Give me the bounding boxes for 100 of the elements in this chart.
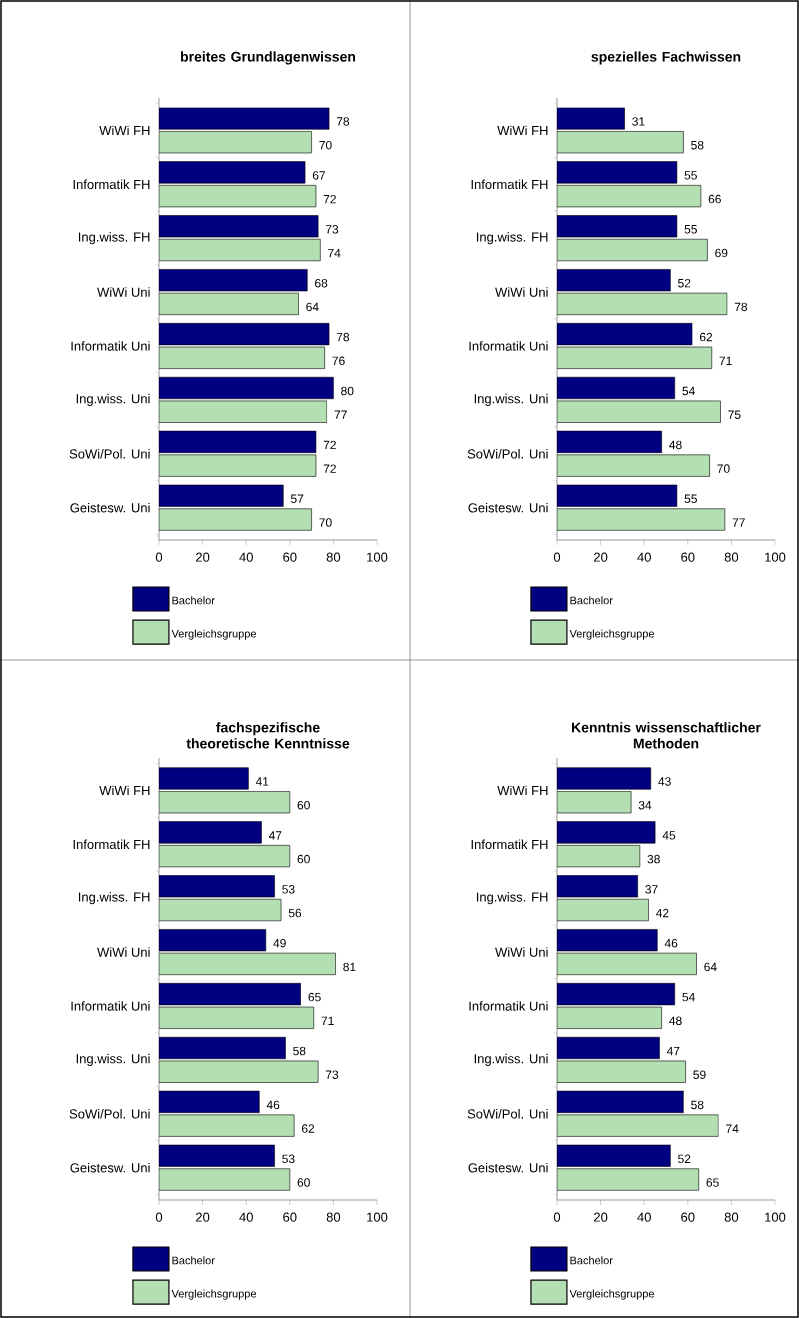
data-label: 73: [325, 225, 339, 234]
legend-label: Vergleichsgruppe: [171, 629, 257, 640]
data-label: 76: [332, 356, 345, 366]
data-label: 57: [290, 494, 304, 503]
data-label: 38: [647, 854, 660, 864]
data-label: 52: [678, 278, 691, 288]
y-tick-label: Geistesw. Uni: [70, 502, 150, 513]
x-tick-label: 60: [283, 1212, 297, 1222]
chart-title: fachspezifische theoretische Kenntnisse: [186, 722, 350, 749]
x-tick-label: 80: [326, 552, 341, 562]
y-tick-label: WiWi Uni: [97, 287, 150, 297]
data-label: 78: [734, 302, 748, 312]
bar: [159, 791, 291, 814]
x-tick-label: 100: [765, 1212, 786, 1222]
data-label: 64: [704, 962, 717, 972]
bar: [557, 767, 652, 790]
data-label: 72: [323, 194, 336, 204]
data-label: 46: [664, 938, 678, 948]
y-tick-label: Ing.wiss. FH: [476, 232, 548, 245]
data-label: 65: [706, 1178, 719, 1187]
x-tick-label: 100: [765, 552, 786, 562]
y-tick-label: Informatik Uni: [71, 341, 150, 351]
x-tick-label: 0: [155, 552, 163, 562]
x-tick-label: 0: [553, 552, 561, 562]
data-label: 68: [315, 278, 328, 288]
chart-title: breites Grundlagenwissen: [181, 51, 356, 65]
data-label: 56: [288, 908, 302, 918]
y-tick-label: WiWi FH: [497, 785, 548, 796]
data-label: 60: [297, 1178, 310, 1187]
y-tick-label: Ing.wiss. FH: [78, 232, 150, 245]
x-tick-label: 40: [239, 552, 253, 562]
data-label: 67: [312, 171, 325, 180]
x-tick-label: 20: [196, 1212, 210, 1222]
data-label: 71: [321, 1016, 334, 1025]
x-tick-label: 60: [283, 552, 297, 562]
y-tick-label: SoWi/Pol. Uni: [467, 448, 548, 459]
bar: [557, 1006, 662, 1029]
y-tick-label: SoWi/Pol. Uni: [467, 1108, 548, 1119]
y-tick-label: Informatik FH: [471, 839, 548, 850]
data-label: 31: [632, 117, 645, 126]
data-label: 66: [708, 194, 721, 204]
y-tick-label: SoWi/Pol. Uni: [69, 1108, 150, 1119]
x-tick-label: 60: [681, 552, 695, 562]
data-label: 43: [658, 777, 671, 786]
legend-label: Bachelor: [570, 1256, 613, 1265]
bar: [557, 952, 697, 975]
bar: [557, 898, 649, 922]
y-tick-label: WiWi FH: [99, 785, 150, 796]
data-label: 58: [691, 140, 704, 150]
chart-title: Kenntnis wissenschaftlicher Methoden: [572, 722, 761, 749]
bar: [159, 845, 291, 868]
x-tick-label: 0: [553, 1212, 561, 1222]
y-tick-label: WiWi Uni: [495, 287, 548, 297]
data-label: 60: [297, 854, 310, 864]
data-label: 69: [715, 248, 728, 258]
bar: [557, 1036, 660, 1060]
data-label: 70: [319, 140, 332, 150]
data-label: 55: [684, 225, 697, 234]
bar: [557, 1144, 671, 1167]
x-tick-label: 60: [681, 1212, 695, 1222]
data-label: 64: [306, 302, 319, 312]
x-tick-label: 80: [724, 552, 739, 562]
x-tick-label: 100: [367, 552, 388, 562]
bar: [557, 821, 656, 844]
y-tick-label: Informatik Uni: [469, 1001, 548, 1011]
data-label: 42: [656, 908, 669, 918]
y-tick-label: Informatik Uni: [469, 341, 548, 351]
bar: [557, 1114, 719, 1137]
data-label: 72: [323, 464, 336, 473]
data-label: 52: [678, 1154, 691, 1164]
data-label: 70: [717, 464, 730, 473]
data-label: 53: [282, 885, 295, 894]
x-tick-label: 80: [724, 1212, 739, 1222]
y-tick-label: Informatik FH: [73, 179, 150, 190]
y-tick-label: Ing.wiss. Uni: [474, 393, 548, 406]
bar: [557, 845, 641, 868]
data-label: 62: [699, 332, 713, 342]
data-label: 55: [684, 494, 697, 503]
data-label: 55: [684, 171, 697, 180]
bar: [159, 1168, 291, 1191]
data-label: 54: [682, 386, 695, 396]
data-label: 70: [319, 518, 332, 527]
bar: [557, 791, 632, 814]
y-tick-label: WiWi Uni: [495, 947, 548, 957]
data-label: 65: [308, 992, 321, 1002]
bar: [159, 1114, 295, 1137]
data-label: 60: [297, 800, 310, 810]
y-tick-label: Informatik FH: [471, 179, 548, 190]
legend-label: Bachelor: [570, 596, 613, 605]
data-label: 75: [728, 410, 741, 419]
legend-label: Bachelor: [172, 1256, 215, 1265]
y-tick-label: Ing.wiss. FH: [78, 892, 150, 905]
x-tick-label: 20: [196, 552, 210, 562]
x-tick-label: 40: [239, 1212, 253, 1222]
legend-label: Vergleichsgruppe: [569, 629, 655, 640]
bar: [557, 1060, 686, 1083]
bar: [159, 1006, 315, 1029]
data-label: 72: [323, 440, 336, 450]
data-label: 48: [669, 1016, 682, 1026]
y-tick-label: Geistesw. Uni: [468, 1162, 548, 1173]
